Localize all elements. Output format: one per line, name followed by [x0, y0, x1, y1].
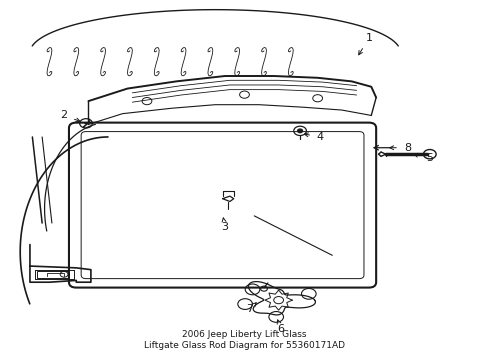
Text: 6: 6	[277, 324, 284, 334]
Text: 3: 3	[221, 222, 228, 231]
Circle shape	[297, 129, 302, 133]
Text: 1: 1	[365, 33, 371, 43]
Text: 5: 5	[426, 153, 432, 163]
Text: 8: 8	[404, 143, 410, 153]
Text: 4: 4	[316, 132, 323, 142]
Text: 2006 Jeep Liberty Lift Glass
Liftgate Glass Rod Diagram for 55360171AD: 2006 Jeep Liberty Lift Glass Liftgate Gl…	[143, 329, 345, 350]
Text: 7: 7	[245, 304, 252, 314]
Text: 2: 2	[61, 111, 67, 121]
Bar	[37, 271, 69, 278]
